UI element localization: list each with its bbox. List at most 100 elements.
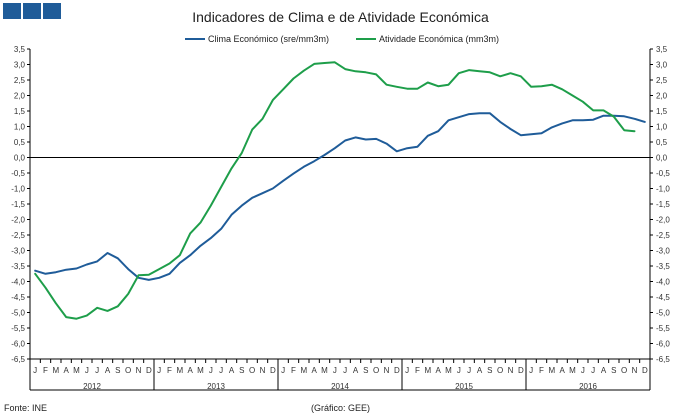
y-tick-label-left: 3,5 — [14, 45, 26, 54]
x-month-label: A — [559, 366, 565, 375]
y-tick-label-left: -3,0 — [11, 247, 25, 256]
y-tick-label-left: 0,5 — [14, 138, 26, 147]
x-month-label: J — [219, 366, 223, 375]
x-month-label: F — [415, 366, 420, 375]
legend-item-atividade: Atividade Económica (mm3m) — [356, 34, 499, 44]
y-tick-label-right: 1,5 — [656, 107, 668, 116]
y-tick-label-left: -0,5 — [11, 169, 25, 178]
y-tick-label-left: -3,5 — [11, 262, 25, 271]
legend-label-clima: Clima Económico (sre/mm3m) — [208, 34, 330, 44]
y-tick-label-left: -6,0 — [11, 340, 25, 349]
x-year-label: 2012 — [83, 382, 101, 391]
y-tick-label-right: -4,0 — [656, 278, 670, 287]
series-line-atividade — [34, 61, 636, 320]
legend-swatch-atividade — [356, 37, 376, 40]
x-month-label: A — [63, 366, 69, 375]
y-tick-label-right: -6,5 — [656, 355, 670, 364]
y-tick-label-right: -5,5 — [656, 324, 670, 333]
x-month-label: M — [445, 366, 452, 375]
x-month-label: N — [136, 366, 142, 375]
x-month-label: O — [125, 366, 131, 375]
x-year-label: 2016 — [579, 382, 597, 391]
x-month-label: J — [157, 366, 161, 375]
y-tick-label-right: 2,0 — [656, 92, 668, 101]
x-month-label: A — [601, 366, 607, 375]
x-month-label: J — [405, 366, 409, 375]
y-tick-label-right: 0,5 — [656, 138, 668, 147]
legend-label-atividade: Atividade Económica (mm3m) — [379, 34, 500, 44]
x-month-label: M — [176, 366, 183, 375]
y-tick-label-right: -3,5 — [656, 262, 670, 271]
y-tick-label-left: -2,0 — [11, 216, 25, 225]
x-month-label: S — [363, 366, 368, 375]
x-month-label: J — [281, 366, 285, 375]
y-tick-label-right: 1,0 — [656, 123, 668, 132]
x-month-label: J — [85, 366, 89, 375]
y-tick-label-left: -5,5 — [11, 324, 25, 333]
x-month-label: F — [539, 366, 544, 375]
x-month-label: J — [591, 366, 595, 375]
x-month-label: S — [239, 366, 244, 375]
y-tick-label-right: 0,0 — [656, 154, 668, 163]
source-note: Fonte: INE — [4, 403, 48, 413]
y-tick-label-left: -4,5 — [11, 293, 25, 302]
x-month-label: M — [424, 366, 431, 375]
x-month-label: M — [321, 366, 328, 375]
y-tick-label-right: -2,5 — [656, 231, 670, 240]
x-month-label: M — [300, 366, 307, 375]
y-tick-label-right: -4,5 — [656, 293, 670, 302]
x-month-label: M — [548, 366, 555, 375]
x-month-label: J — [33, 366, 37, 375]
chart-credit: (Gráfico: GEE) — [311, 403, 371, 413]
y-tick-label-left: 1,0 — [14, 123, 26, 132]
x-month-label: D — [146, 366, 152, 375]
x-month-label: F — [291, 366, 296, 375]
x-month-label: N — [508, 366, 514, 375]
x-month-label: O — [249, 366, 255, 375]
x-month-label: S — [487, 366, 492, 375]
y-tick-label-right: -2,0 — [656, 216, 670, 225]
x-month-label: A — [105, 366, 111, 375]
x-month-label: A — [187, 366, 193, 375]
x-month-label: A — [353, 366, 359, 375]
x-month-label: N — [260, 366, 266, 375]
x-month-label: D — [518, 366, 524, 375]
y-tick-label-left: -2,5 — [11, 231, 25, 240]
x-month-label: D — [394, 366, 400, 375]
x-month-label: J — [581, 366, 585, 375]
y-tick-label-left: 3,0 — [14, 61, 26, 70]
y-tick-label-right: -0,5 — [656, 169, 670, 178]
x-month-label: J — [467, 366, 471, 375]
x-month-label: F — [167, 366, 172, 375]
y-tick-label-left: -1,5 — [11, 200, 25, 209]
y-tick-label-right: -6,0 — [656, 340, 670, 349]
x-month-label: J — [457, 366, 461, 375]
x-month-label: M — [73, 366, 80, 375]
x-year-label: 2014 — [331, 382, 349, 391]
x-month-label: J — [529, 366, 533, 375]
x-month-label: A — [229, 366, 235, 375]
x-month-label: M — [197, 366, 204, 375]
y-tick-label-left: -4,0 — [11, 278, 25, 287]
x-month-label: J — [209, 366, 213, 375]
y-tick-label-left: -1,0 — [11, 185, 25, 194]
x-month-label: F — [43, 366, 48, 375]
x-month-label: A — [477, 366, 483, 375]
x-month-label: A — [311, 366, 317, 375]
chart-title: Indicadores de Clima e de Atividade Econ… — [192, 9, 489, 25]
x-year-label: 2015 — [455, 382, 473, 391]
y-tick-label-right: 2,5 — [656, 76, 668, 85]
x-month-label: N — [384, 366, 390, 375]
x-month-label: O — [497, 366, 503, 375]
legend-item-clima: Clima Económico (sre/mm3m) — [185, 34, 329, 44]
chart-legend: Clima Económico (sre/mm3m) Atividade Eco… — [0, 34, 681, 46]
y-tick-label-left: 0,0 — [14, 154, 26, 163]
y-tick-label-left: -5,0 — [11, 309, 25, 318]
x-month-label: J — [95, 366, 99, 375]
y-tick-label-right: -3,0 — [656, 247, 670, 256]
y-tick-label-left: 1,5 — [14, 107, 26, 116]
y-tick-label-right: 3,0 — [656, 61, 668, 70]
y-tick-label-right: -1,5 — [656, 200, 670, 209]
y-tick-label-right: 3,5 — [656, 45, 668, 54]
